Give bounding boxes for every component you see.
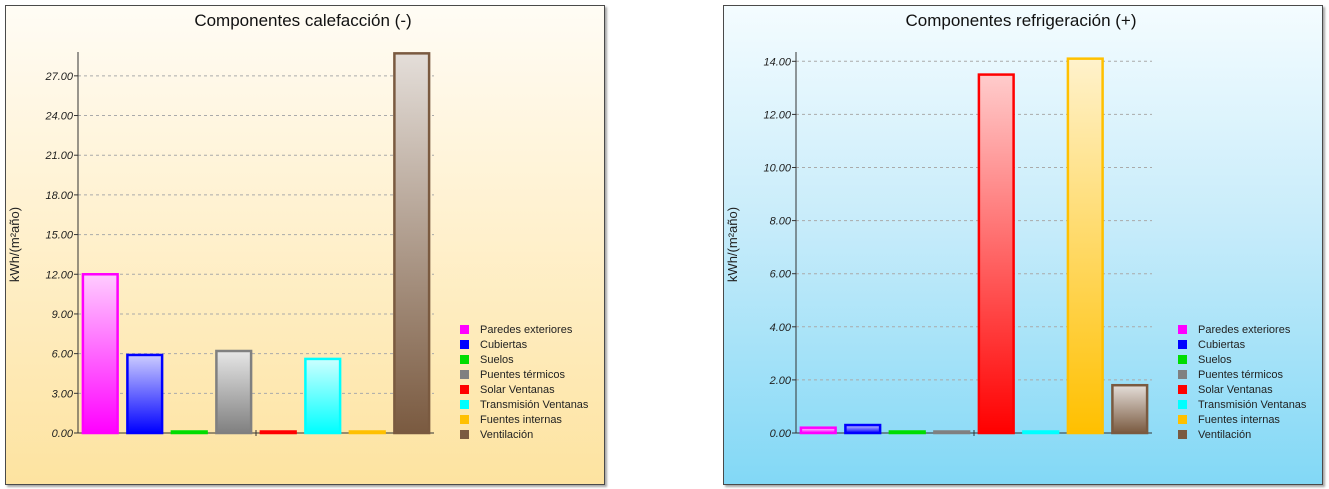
- bar-puentes-t-rmicos: [215, 349, 253, 435]
- y-tick-label: 14.00: [763, 56, 791, 68]
- legend-swatch: [460, 415, 469, 424]
- y-tick-label: 10.00: [763, 163, 791, 175]
- y-tick-label: 0.00: [770, 428, 792, 440]
- y-tick-label: 15.00: [45, 230, 73, 242]
- y-tick-label: 6.00: [52, 349, 74, 361]
- y-tick-label: 6.00: [770, 269, 792, 281]
- bar-paredes-exteriores: [799, 426, 837, 435]
- legend-label: Fuentes internas: [480, 414, 562, 426]
- legend-swatch: [460, 370, 469, 379]
- y-axis-label: kWh/(m²año): [7, 207, 22, 282]
- legend-label: Transmisión Ventanas: [480, 399, 589, 411]
- legend-label: Transmisión Ventanas: [1198, 399, 1307, 411]
- heating-chart-panel: Componentes calefacción (-) kWh/(m²año) 0.…: [5, 5, 605, 485]
- legend-swatch: [460, 400, 469, 409]
- bar-transmisi-n-ventanas: [1022, 430, 1060, 435]
- legend-swatch: [1178, 370, 1187, 379]
- y-tick-label: 3.00: [52, 388, 74, 400]
- bar-cubiertas: [126, 353, 164, 435]
- y-tick-label: 27.00: [44, 71, 73, 83]
- y-tick-label: 9.00: [52, 309, 74, 321]
- y-tick-label: 8.00: [770, 216, 792, 228]
- legend-swatch: [1178, 340, 1187, 349]
- bar-suelos: [888, 430, 926, 435]
- chart-title: Componentes calefacción (-): [194, 11, 411, 30]
- legend-swatch: [1178, 385, 1187, 394]
- bar-solar-ventanas: [259, 430, 297, 435]
- legend-swatch: [460, 340, 469, 349]
- legend-swatch: [1178, 415, 1187, 424]
- cooling-chart-panel: Componentes refrigeración (+) kWh/(m²año)…: [723, 5, 1323, 485]
- legend-swatch: [460, 325, 469, 334]
- bar-fuentes-internas: [348, 430, 386, 435]
- legend-label: Paredes exteriores: [1198, 324, 1291, 336]
- legend-swatch: [460, 355, 469, 364]
- y-tick-label: 24.00: [44, 111, 73, 123]
- legend-swatch: [1178, 430, 1187, 439]
- bar-puentes-t-rmicos: [933, 430, 971, 435]
- legend-swatch: [460, 430, 469, 439]
- legend-swatch: [1178, 325, 1187, 334]
- legend-swatch: [1178, 355, 1187, 364]
- legend-label: Ventilación: [480, 429, 533, 441]
- y-tick-label: 0.00: [52, 428, 74, 440]
- legend-label: Puentes térmicos: [480, 369, 565, 381]
- chart-title: Componentes refrigeración (+): [905, 11, 1136, 30]
- legend-label: Ventilación: [1198, 429, 1251, 441]
- y-tick-label: 12.00: [763, 109, 791, 121]
- bar-solar-ventanas: [977, 73, 1015, 435]
- bar-ventilaci-n: [1111, 383, 1149, 435]
- cooling-chart: Componentes refrigeración (+) kWh/(m²año)…: [725, 11, 1307, 441]
- bar-cubiertas: [844, 423, 882, 435]
- y-tick-label: 18.00: [45, 190, 73, 202]
- bar-transmisi-n-ventanas: [304, 357, 342, 435]
- bar-fuentes-internas: [1066, 57, 1104, 435]
- legend-label: Cubiertas: [480, 339, 528, 351]
- legend-swatch: [1178, 400, 1187, 409]
- y-tick-label: 2.00: [769, 375, 792, 387]
- legend-label: Puentes térmicos: [1198, 369, 1283, 381]
- legend-swatch: [460, 385, 469, 394]
- legend-label: Suelos: [1198, 354, 1232, 366]
- y-tick-label: 4.00: [770, 322, 792, 334]
- y-tick-label: 21.00: [44, 150, 73, 162]
- legend-label: Fuentes internas: [1198, 414, 1280, 426]
- y-axis-label: kWh/(m²año): [725, 207, 740, 282]
- legend-label: Suelos: [480, 354, 514, 366]
- heating-chart: Componentes calefacción (-) kWh/(m²año) 0.…: [7, 11, 589, 441]
- bar-ventilaci-n: [393, 52, 431, 435]
- y-tick-label: 12.00: [45, 269, 73, 281]
- bar-suelos: [170, 430, 208, 435]
- bar-paredes-exteriores: [81, 273, 119, 435]
- legend-label: Solar Ventanas: [480, 384, 555, 396]
- legend-label: Solar Ventanas: [1198, 384, 1273, 396]
- legend-label: Paredes exteriores: [480, 324, 573, 336]
- legend-label: Cubiertas: [1198, 339, 1246, 351]
